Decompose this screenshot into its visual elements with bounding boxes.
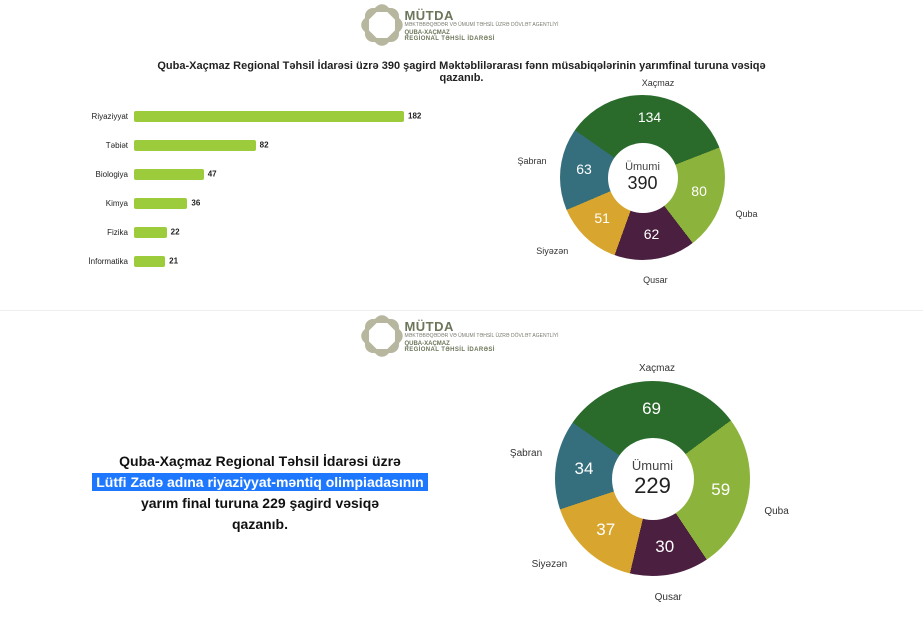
bar-row: Riyaziyyat182 bbox=[60, 108, 410, 124]
donut-center-value: 390 bbox=[627, 173, 657, 194]
logo-title: MÜTDA bbox=[404, 9, 558, 22]
bar-label: Fizika bbox=[60, 228, 134, 237]
bar-fill bbox=[134, 227, 167, 238]
donut-slice-label: Siyəzən bbox=[532, 559, 568, 570]
donut-slice-label: Şabran bbox=[510, 448, 542, 459]
bar-value: 36 bbox=[191, 199, 200, 208]
donut-slice-value: 59 bbox=[707, 480, 735, 500]
donut-slice-value: 80 bbox=[685, 183, 713, 199]
donut-slice-value: 37 bbox=[592, 520, 620, 540]
logo-sub1: MƏKTƏBƏQƏDƏR VƏ ÜMUMİ TƏHSİL ÜZRƏ DÖVLƏT… bbox=[404, 23, 558, 28]
bottom-text-highlight: Lütfi Zadə adına riyaziyyat-məntiq olimp… bbox=[92, 473, 428, 491]
donut-slice-value: 62 bbox=[638, 226, 666, 242]
donut-slice-value: 63 bbox=[570, 161, 598, 177]
logo-sub1: MƏKTƏBƏQƏDƏR VƏ ÜMUMİ TƏHSİL ÜZRƏ DÖVLƏT… bbox=[404, 334, 558, 339]
donut-slice-value: 51 bbox=[588, 210, 616, 226]
bar-fill bbox=[134, 140, 256, 151]
logo-sub3: REGİONAL TƏHSİL İDARƏSİ bbox=[404, 36, 558, 42]
bar-row: Fizika 22 bbox=[60, 224, 410, 240]
logo-text: MÜTDA MƏKTƏBƏQƏDƏR VƏ ÜMUMİ TƏHSİL ÜZRƏ … bbox=[404, 9, 558, 42]
bar-row: Kimya 36 bbox=[60, 195, 410, 211]
bar-fill bbox=[134, 198, 187, 209]
region-donut-top: Ümumi39013480625163XaçmazQubaQusarSiyəzə… bbox=[560, 95, 725, 260]
bar-track: 47 bbox=[134, 169, 410, 180]
bar-row: Biologiya 47 bbox=[60, 166, 410, 182]
bar-row: İnformatika 21 bbox=[60, 253, 410, 269]
logo-mark-icon bbox=[364, 8, 398, 42]
logo-title: MÜTDA bbox=[404, 320, 558, 333]
bottom-text-line2b: qazanıb. bbox=[232, 516, 288, 532]
bar-value: 22 bbox=[171, 228, 180, 237]
donut-slice-value: 69 bbox=[638, 399, 666, 419]
bar-track: 21 bbox=[134, 256, 410, 267]
donut-slice-label: Xaçmaz bbox=[639, 363, 675, 374]
bar-value: 47 bbox=[208, 170, 217, 179]
donut-slice-label: Qusar bbox=[655, 592, 682, 603]
bar-value: 21 bbox=[169, 257, 178, 266]
donut-outer: Ümumi39013480625163XaçmazQubaQusarSiyəzə… bbox=[560, 95, 725, 260]
region-donut-bottom: Ümumi2296959303734XaçmazQubaQusarSiyəzən… bbox=[555, 381, 750, 576]
logo-mark-icon bbox=[364, 319, 398, 353]
donut-center-value: 229 bbox=[634, 473, 671, 499]
donut-center-label: Ümumi bbox=[625, 161, 660, 173]
bar-label: Riyaziyyat bbox=[60, 112, 134, 121]
bar-label: Biologiya bbox=[60, 170, 134, 179]
donut-hole: Ümumi229 bbox=[612, 438, 694, 520]
bar-label: Kimya bbox=[60, 199, 134, 208]
logo-text: MÜTDA MƏKTƏBƏQƏDƏR VƏ ÜMUMİ TƏHSİL ÜZRƏ … bbox=[404, 320, 558, 353]
bar-track: 182 bbox=[134, 111, 410, 122]
donut-outer: Ümumi2296959303734XaçmazQubaQusarSiyəzən… bbox=[555, 381, 750, 576]
subject-bar-chart: Riyaziyyat182 Təbiət 82 Biologiya 47 Kimya 36 F… bbox=[60, 108, 410, 282]
donut-slice-label: Quba bbox=[764, 506, 788, 517]
bar-label: İnformatika bbox=[60, 257, 134, 266]
bottom-text-line2a: yarım final turuna 229 şagird vəsiqə bbox=[141, 495, 379, 511]
logo: MÜTDA MƏKTƏBƏQƏDƏR VƏ ÜMUMİ TƏHSİL ÜZRƏ … bbox=[364, 8, 558, 42]
bottom-title-text: Quba-Xaçmaz Regional Təhsil İdarəsi üzrə… bbox=[60, 451, 460, 535]
donut-slice-value: 34 bbox=[570, 459, 598, 479]
bar-fill bbox=[134, 169, 204, 180]
bar-fill bbox=[134, 111, 404, 122]
bar-value: 182 bbox=[408, 112, 421, 121]
bar-track: 36 bbox=[134, 198, 410, 209]
donut-slice-label: Qusar bbox=[643, 275, 668, 285]
donut-slice-label: Şabran bbox=[517, 156, 546, 166]
bar-fill bbox=[134, 256, 165, 267]
panel-bottom: MÜTDA MƏKTƏBƏQƏDƏR VƏ ÜMUMİ TƏHSİL ÜZRƏ … bbox=[0, 311, 923, 631]
bar-track: 22 bbox=[134, 227, 410, 238]
donut-slice-value: 30 bbox=[651, 537, 679, 557]
donut-center-label: Ümumi bbox=[632, 458, 673, 473]
bottom-text-line1: Quba-Xaçmaz Regional Təhsil İdarəsi üzrə bbox=[119, 453, 401, 469]
donut-slice-value: 134 bbox=[636, 109, 664, 125]
donut-hole: Ümumi390 bbox=[608, 143, 678, 213]
panel-top: MÜTDA MƏKTƏBƏQƏDƏR VƏ ÜMUMİ TƏHSİL ÜZRƏ … bbox=[0, 0, 923, 310]
bar-track: 82 bbox=[134, 140, 410, 151]
bar-row: Təbiət 82 bbox=[60, 137, 410, 153]
donut-slice-label: Xaçmaz bbox=[642, 78, 675, 88]
donut-slice-label: Quba bbox=[735, 209, 757, 219]
top-title: Quba-Xaçmaz Regional Təhsil İdarəsi üzrə… bbox=[152, 60, 772, 84]
bar-label: Təbiət bbox=[60, 141, 134, 150]
bar-value: 82 bbox=[260, 141, 269, 150]
donut-slice-label: Siyəzən bbox=[536, 246, 568, 256]
logo-bottom: MÜTDA MƏKTƏBƏQƏDƏR VƏ ÜMUMİ TƏHSİL ÜZRƏ … bbox=[364, 319, 558, 353]
logo-sub3: REGİONAL TƏHSİL İDARƏSİ bbox=[404, 347, 558, 353]
